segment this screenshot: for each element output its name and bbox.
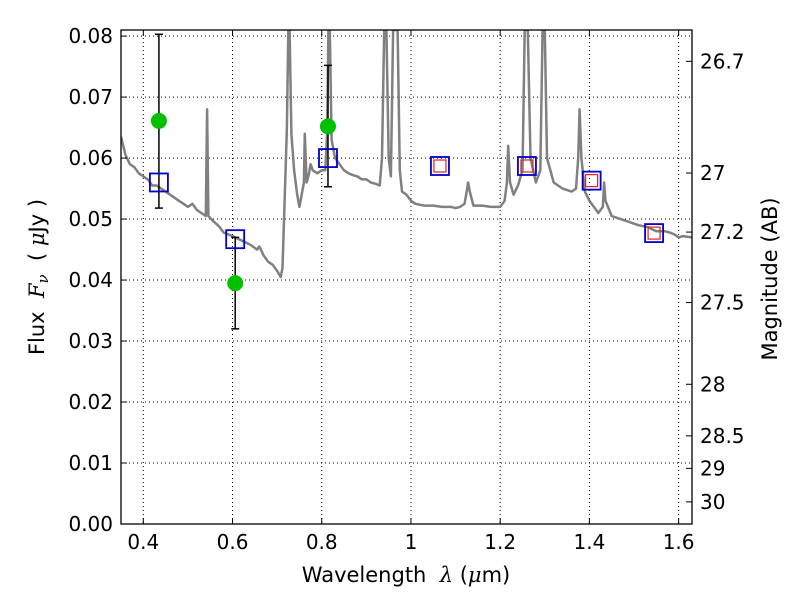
y2-tick-label: 28.5 xyxy=(700,424,745,448)
y-axis-title: Flux Fν ( μJy ) xyxy=(25,199,52,355)
y-tick-label: 0.04 xyxy=(68,268,113,292)
y2-tick-label: 27.5 xyxy=(700,291,745,315)
y2-tick-label: 28 xyxy=(700,372,725,396)
x-tick-label: 0.4 xyxy=(127,530,159,554)
model-square xyxy=(225,229,246,250)
y-tick-label: 0.01 xyxy=(68,451,113,475)
y-tick-label: 0.08 xyxy=(68,24,113,48)
model-square-red xyxy=(520,159,534,173)
y-tick-label: 0.00 xyxy=(68,512,113,536)
y2-tick-label: 30 xyxy=(700,490,725,514)
y-tick-label: 0.03 xyxy=(68,329,113,353)
x-tick-label: 1.4 xyxy=(573,530,605,554)
x-tick-label: 1 xyxy=(405,530,418,554)
model-square-red xyxy=(647,226,661,240)
grid-lines xyxy=(121,30,692,525)
y2-tick-label: 27 xyxy=(700,161,725,185)
model-square xyxy=(318,148,338,168)
x-tick-label: 0.8 xyxy=(306,530,338,554)
y-tick-label: 0.02 xyxy=(68,390,113,414)
x-tick-label: 1.6 xyxy=(663,530,695,554)
model-square-red xyxy=(433,159,447,173)
y-tick-label: 0.05 xyxy=(68,207,113,231)
y-tick-label: 0.07 xyxy=(68,85,113,109)
y-tick-label: 0.06 xyxy=(68,146,113,170)
x-tick-label: 1.2 xyxy=(484,530,516,554)
plot-area xyxy=(121,30,692,279)
model-square xyxy=(149,172,169,193)
y2-tick-label: 29 xyxy=(700,456,725,480)
x-axis-title: Wavelength λ (μm) xyxy=(302,563,510,587)
observed-point xyxy=(227,275,244,292)
model-square xyxy=(430,156,450,176)
model-square xyxy=(644,223,664,243)
observed-point xyxy=(319,118,336,135)
spectrum-line xyxy=(121,30,692,279)
y2-tick-label: 27.2 xyxy=(700,220,745,244)
plot-frame xyxy=(120,29,693,525)
x-tick-label: 0.6 xyxy=(217,530,249,554)
y2-axis-title: Magnitude (AB) xyxy=(758,197,782,360)
axes-layer: 0.4 0.6 0.8 1 1.2 1.4 1.6 0.00 0.01 0.02 0.03 0.04 0… xyxy=(68,24,744,554)
model-square xyxy=(517,156,537,176)
y2-tick-label: 26.7 xyxy=(700,49,745,73)
observed-point xyxy=(150,112,167,129)
markers-layer xyxy=(149,33,664,330)
model-square-red xyxy=(585,174,599,188)
model-square xyxy=(581,170,602,191)
